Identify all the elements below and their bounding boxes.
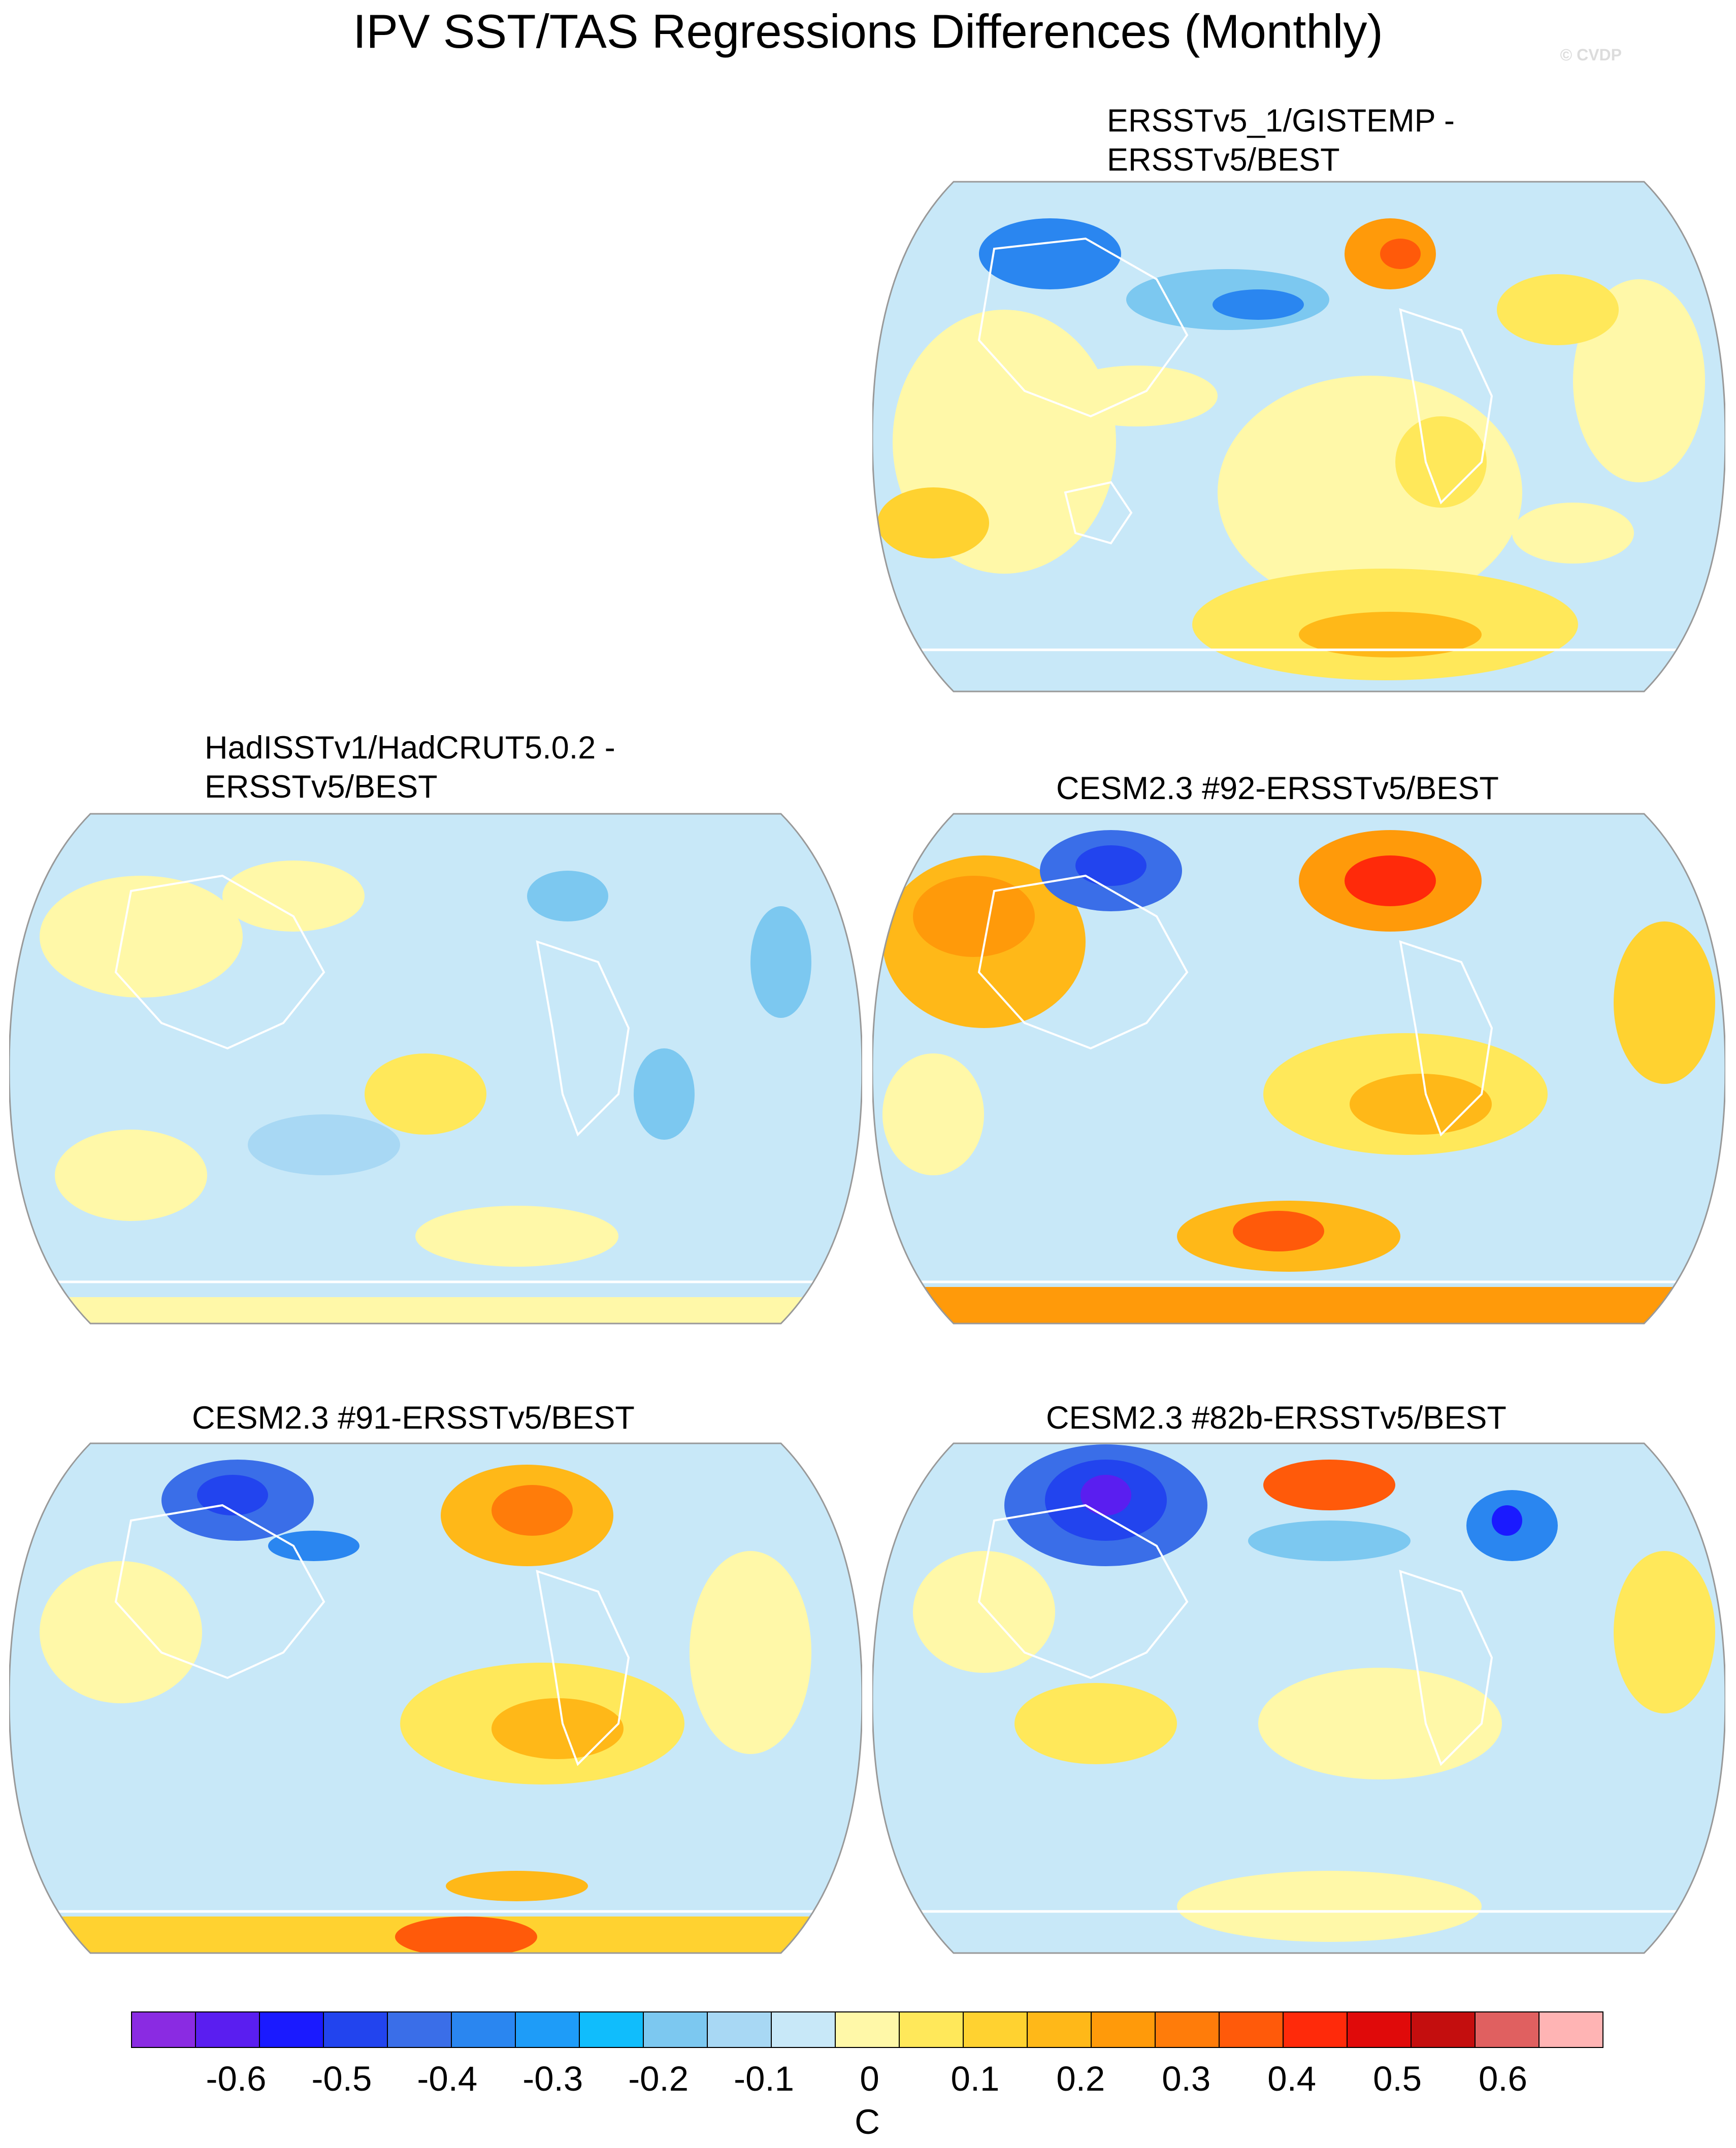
colorbar-cell	[1540, 2012, 1602, 2047]
colorbar-cell	[260, 2012, 324, 2047]
colorbar-cell	[772, 2012, 836, 2047]
panel-title-hadisst: HadISSTv1/HadCRUT5.0.2 - ERSSTv5/BEST	[205, 730, 615, 805]
map-svg	[872, 181, 1725, 692]
figure-title: IPV SST/TAS Regressions Differences (Mon…	[353, 5, 1383, 58]
colorbar-tick-label: 0.1	[951, 2059, 1000, 2098]
map-svg	[872, 813, 1725, 1325]
colorbar-cell	[644, 2012, 708, 2047]
colorbar-cell	[388, 2012, 452, 2047]
colorbar-cell	[580, 2012, 644, 2047]
colorbar-tick-label: -0.5	[311, 2059, 372, 2098]
colorbar-cell	[1412, 2012, 1476, 2047]
colorbar-tick-label: 0.4	[1267, 2059, 1317, 2098]
colorbar-tick-label: -0.4	[417, 2059, 478, 2098]
map-panel-cesm-91	[9, 1439, 862, 1957]
colorbar-tick-label: 0.3	[1162, 2059, 1211, 2098]
colorbar-cell	[1476, 2012, 1540, 2047]
map-panel-hadisst	[9, 810, 862, 1328]
colorbar-cell	[1028, 2012, 1092, 2047]
map-panel-cesm-82b	[872, 1439, 1725, 1957]
colorbar-cell	[836, 2012, 900, 2047]
colorbar-cell	[452, 2012, 516, 2047]
colorbar-cell	[196, 2012, 260, 2047]
panel-title-cesm-82b: CESM2.3 #82b-ERSSTv5/BEST	[1046, 1400, 1506, 1436]
panel-title-cesm-91: CESM2.3 #91-ERSSTv5/BEST	[192, 1400, 635, 1436]
colorbar-tick-label: -0.3	[522, 2059, 583, 2098]
colorbar-tick-label: 0.5	[1373, 2059, 1422, 2098]
colorbar-tick-label: 0.6	[1479, 2059, 1527, 2098]
colorbar-cell	[324, 2012, 388, 2047]
colorbar-cell	[1092, 2012, 1156, 2047]
colorbar-cell	[1156, 2012, 1220, 2047]
map-svg	[9, 813, 862, 1325]
colorbar-cell	[900, 2012, 964, 2047]
colorbar-tick-label: 0.2	[1056, 2059, 1105, 2098]
colorbar-cell	[1220, 2012, 1284, 2047]
colorbar-cell	[1348, 2012, 1412, 2047]
colorbar-tick-label: 0	[860, 2059, 879, 2098]
panel-title-ersstv5-1-gistemp: ERSSTv5_1/GISTEMP - ERSSTv5/BEST	[1107, 103, 1455, 178]
colorbar	[131, 2011, 1603, 2048]
map-svg	[9, 1442, 862, 1954]
colorbar-unit: C	[855, 2102, 880, 2141]
colorbar-cell	[516, 2012, 580, 2047]
colorbar-tick-label: -0.2	[628, 2059, 689, 2098]
map-svg	[872, 1442, 1725, 1954]
colorbar-tick-label: -0.1	[734, 2059, 795, 2098]
colorbar-tick-label: -0.6	[206, 2059, 267, 2098]
colorbar-cell	[132, 2012, 196, 2047]
map-panel-ersstv5-1-gistemp	[872, 178, 1725, 696]
panel-title-cesm-92: CESM2.3 #92-ERSSTv5/BEST	[1056, 771, 1499, 806]
watermark: © CVDP	[1560, 46, 1622, 64]
map-panel-cesm-92	[872, 810, 1725, 1328]
colorbar-cell	[964, 2012, 1028, 2047]
colorbar-cell	[1284, 2012, 1348, 2047]
colorbar-cell	[708, 2012, 772, 2047]
